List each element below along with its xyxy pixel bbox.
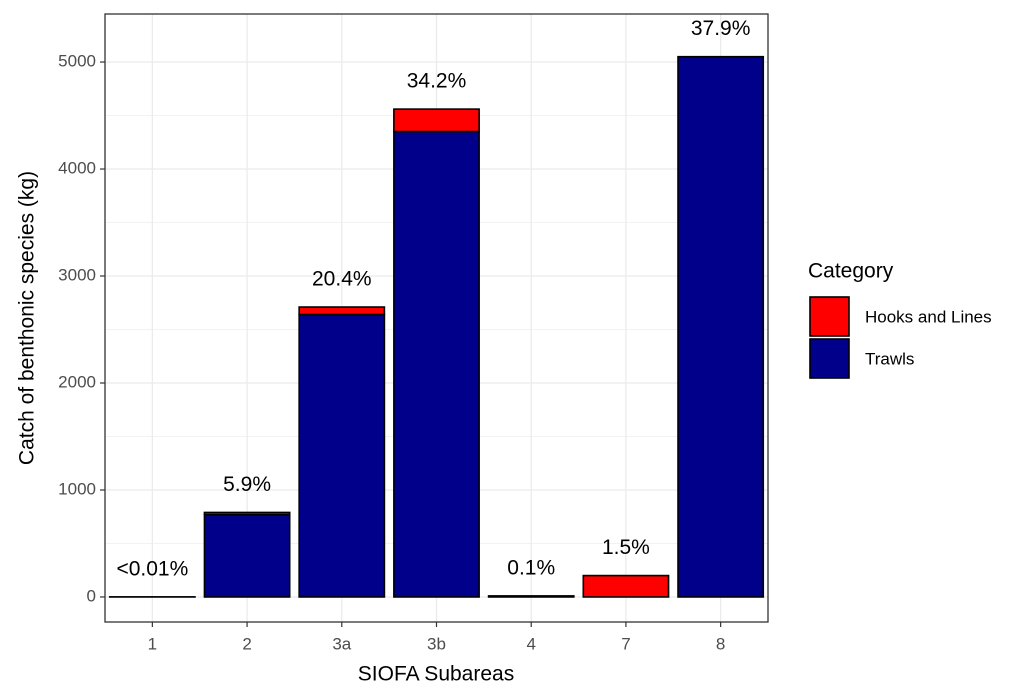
y-tick-label: 5000 (58, 52, 96, 71)
bar-label: 34.2% (407, 70, 467, 93)
legend-title: Category (808, 260, 894, 283)
legend-key (810, 297, 849, 336)
y-tick-label: 4000 (58, 159, 96, 178)
x-tick-label: 2 (242, 634, 251, 653)
y-tick-label: 0 (87, 586, 96, 605)
bar-segment (204, 515, 289, 597)
bar-segment (394, 109, 479, 131)
legend-label: Trawls (865, 349, 914, 368)
x-tick-label: 7 (621, 634, 630, 653)
bar-segment (299, 315, 384, 597)
y-axis-title: Catch of benthonic species (kg) (16, 171, 39, 465)
bar-segment (299, 307, 384, 314)
x-axis-title: SIOFA Subareas (358, 663, 514, 685)
bar-label: 5.9% (223, 473, 271, 496)
y-tick-label: 3000 (58, 265, 96, 284)
bar-label: 37.9% (691, 17, 751, 40)
y-tick-label: 1000 (58, 479, 96, 498)
bar-segment (394, 132, 479, 597)
x-tick-label: 3a (332, 634, 351, 653)
bar-segment (678, 57, 763, 597)
bar-label: 20.4% (312, 268, 372, 291)
bar-segment (583, 576, 668, 597)
y-tick-label: 2000 (58, 372, 96, 391)
bar-label: 1.5% (602, 536, 650, 559)
x-tick-label: 8 (716, 634, 725, 653)
bar-label: <0.01% (116, 557, 188, 580)
legend-key (810, 339, 849, 378)
legend-label: Hooks and Lines (865, 307, 992, 326)
x-tick-label: 3b (427, 634, 446, 653)
x-tick-label: 1 (148, 634, 157, 653)
bar-segment (489, 596, 574, 597)
x-tick-label: 4 (526, 634, 535, 653)
bar-segment (204, 512, 289, 514)
bar-label: 0.1% (507, 556, 555, 579)
